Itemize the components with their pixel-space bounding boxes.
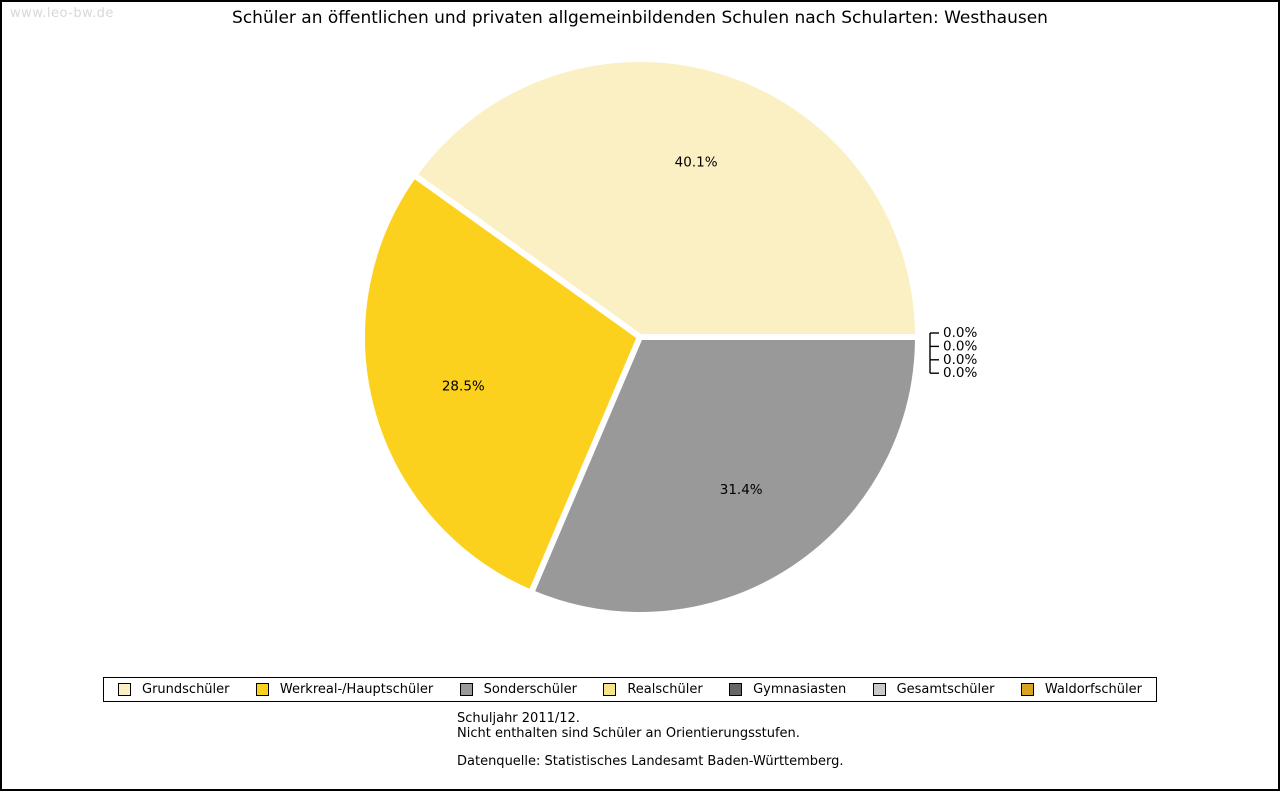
legend-swatch	[603, 683, 617, 696]
legend-label: Realschüler	[627, 682, 703, 697]
legend-swatch	[459, 683, 473, 696]
watermark: www.leo-bw.de	[10, 6, 114, 21]
zero-slice-percvalue-label: 0.0%	[943, 352, 977, 368]
zero-slice-percvalue-label: 0.0%	[943, 325, 977, 341]
legend-label: Gesamtschüler	[896, 682, 995, 697]
pie-slice	[411, 56, 921, 340]
legend-label: Gymnasiasten	[753, 682, 847, 697]
legend-swatch	[1020, 683, 1034, 696]
legend-label: Sonderschüler	[483, 682, 577, 697]
legend-item: Waldorfschüler	[1020, 682, 1142, 697]
legend-item: Sonderschüler	[459, 682, 577, 697]
footnote-schuljahr: Schuljahr 2011/12.	[457, 711, 580, 726]
legend-swatch	[729, 683, 743, 696]
legend-label: Grundschüler	[142, 682, 230, 697]
data-source: Datenquelle: Statistisches Landesamt Bad…	[457, 754, 844, 769]
legend-item: Grundschüler	[118, 682, 230, 697]
footnotes: Schuljahr 2011/12. Nicht enthalten sind …	[457, 711, 844, 769]
pie-slice	[359, 172, 643, 596]
zero-slice-percvalue-label: 0.0%	[943, 338, 977, 354]
slice-percvalue-label: 31.4%	[720, 482, 763, 498]
legend-item: Gesamtschüler	[872, 682, 995, 697]
legend-swatch	[255, 683, 269, 696]
zero-slice-percvalue-label: 0.0%	[943, 365, 977, 381]
legend: Grundschüler Werkreal-/Hauptschüler Sonder…	[103, 677, 1157, 702]
legend-item: Realschüler	[603, 682, 703, 697]
legend-label: Waldorfschüler	[1044, 682, 1142, 697]
legend-swatch	[872, 683, 886, 696]
slice-percvalue-label: 28.5%	[442, 379, 485, 395]
legend-item: Werkreal-/Hauptschüler	[255, 682, 434, 697]
legend-swatch	[118, 683, 131, 696]
legend-label: Werkreal-/Hauptschüler	[279, 682, 434, 697]
chart-title: Schüler an öffentlichen und privaten all…	[232, 8, 1048, 28]
footnote-orientierungsstufen: Nicht enthalten sind Schüler an Orientie…	[457, 726, 800, 741]
legend-item: Gymnasiasten	[729, 682, 846, 697]
slice-percvalue-label: 40.1%	[675, 154, 718, 170]
pie-slice	[528, 334, 921, 618]
